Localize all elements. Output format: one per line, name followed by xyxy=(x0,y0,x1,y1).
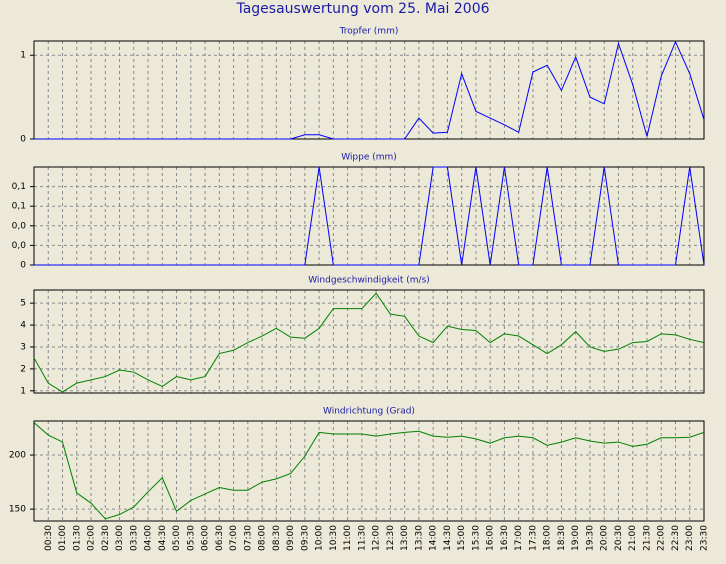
x-tick-label: 07:30 xyxy=(243,525,253,551)
x-tick-label: 14:00 xyxy=(429,525,439,551)
x-tick-label: 10:00 xyxy=(315,525,325,551)
x-tick-label: 16:00 xyxy=(486,525,496,551)
chart-subtitle: Windgeschwindigkeit (m/s) xyxy=(308,276,430,286)
x-tick-label: 01:00 xyxy=(58,525,68,551)
x-tick-label: 04:30 xyxy=(158,525,168,551)
x-tick-label: 09:00 xyxy=(286,525,296,551)
chart-subtitle: Tropfer (mm) xyxy=(339,27,399,37)
x-tick-label: 12:00 xyxy=(372,525,382,551)
x-tick-label: 17:30 xyxy=(528,525,538,551)
chart-subtitle: Wippe (mm) xyxy=(341,153,397,163)
x-tick-label: 12:30 xyxy=(386,525,396,551)
x-tick-label: 02:00 xyxy=(87,525,97,551)
y-tick-label: 0,1 xyxy=(12,202,26,212)
x-tick-label: 22:30 xyxy=(671,525,681,551)
y-tick-label: 0 xyxy=(20,135,26,145)
y-tick-label: 200 xyxy=(9,451,26,461)
x-tick-label: 15:00 xyxy=(457,525,467,551)
chart-subtitle: Windrichtung (Grad) xyxy=(323,407,415,417)
x-tick-label: 11:00 xyxy=(343,525,353,551)
y-tick-label: 1 xyxy=(20,386,26,396)
x-tick-label: 06:30 xyxy=(215,525,225,551)
y-tick-label: 2 xyxy=(20,364,26,374)
x-tick-label: 19:30 xyxy=(585,525,595,551)
x-tick-label: 02:30 xyxy=(101,525,111,551)
x-tick-label: 20:30 xyxy=(614,525,624,551)
y-tick-label: 0,1 xyxy=(12,182,26,192)
y-tick-label: 0,0 xyxy=(12,241,27,251)
x-tick-label: 08:30 xyxy=(272,525,282,551)
x-tick-label: 06:00 xyxy=(201,525,211,551)
x-tick-label: 10:30 xyxy=(329,525,339,551)
plot-frame xyxy=(33,289,705,394)
data-line xyxy=(34,166,705,266)
y-tick-label: 0 xyxy=(20,261,26,271)
y-tick-label: 5 xyxy=(20,299,26,309)
x-tick-label: 03:00 xyxy=(115,525,125,551)
x-tick-label: 05:00 xyxy=(172,525,182,551)
x-tick-label: 05:30 xyxy=(186,525,196,551)
plot-frame xyxy=(33,420,705,522)
x-tick-label: 18:00 xyxy=(543,525,553,551)
x-tick-label: 09:30 xyxy=(300,525,310,551)
y-tick-label: 0,0 xyxy=(12,221,27,231)
x-tick-label: 13:30 xyxy=(414,525,424,551)
x-tick-label: 01:30 xyxy=(72,525,82,551)
x-tick-label: 20:00 xyxy=(600,525,610,551)
x-tick-label: 23:30 xyxy=(700,525,710,551)
y-tick-label: 150 xyxy=(9,505,26,515)
x-tick-label: 22:00 xyxy=(657,525,667,551)
data-line xyxy=(34,40,705,140)
page-title: Tagesauswertung vom 25. Mai 2006 xyxy=(235,1,489,17)
x-tick-label: 17:00 xyxy=(514,525,524,551)
x-tick-label: 07:00 xyxy=(229,525,239,551)
x-tick-label: 14:30 xyxy=(443,525,453,551)
data-line xyxy=(33,422,705,520)
y-tick-label: 1 xyxy=(20,51,26,61)
x-tick-label: 03:30 xyxy=(129,525,139,551)
x-tick-label: 15:30 xyxy=(471,525,481,551)
x-tick-label: 18:30 xyxy=(557,525,567,551)
data-line xyxy=(33,292,705,393)
x-tick-label: 00:30 xyxy=(44,525,54,551)
plot-frame xyxy=(33,40,705,140)
x-tick-label: 23:00 xyxy=(685,525,695,551)
y-tick-label: 3 xyxy=(20,342,26,352)
x-tick-label: 04:00 xyxy=(144,525,154,551)
x-tick-label: 13:00 xyxy=(400,525,410,551)
x-tick-label: 21:00 xyxy=(628,525,638,551)
x-tick-label: 08:00 xyxy=(258,525,268,551)
y-tick-label: 4 xyxy=(20,321,26,331)
x-tick-label: 21:30 xyxy=(642,525,652,551)
x-tick-label: 19:00 xyxy=(571,525,581,551)
x-tick-label: 16:30 xyxy=(500,525,510,551)
plot-frame xyxy=(33,166,705,266)
x-tick-label: 11:30 xyxy=(357,525,367,551)
